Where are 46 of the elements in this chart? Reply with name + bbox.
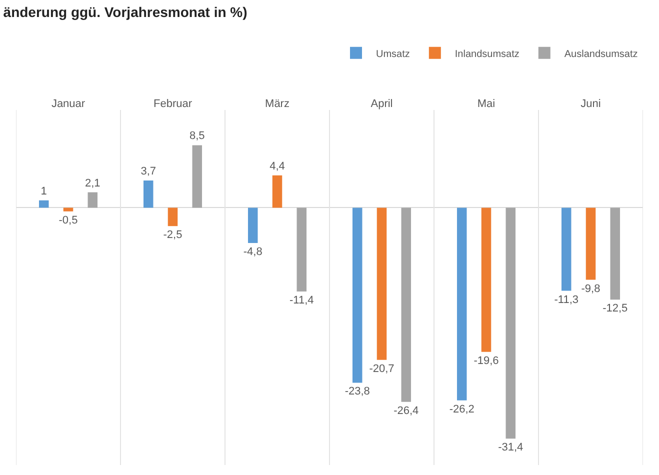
bar [143, 180, 154, 208]
bar [38, 200, 49, 208]
legend-label: Umsatz [376, 48, 410, 60]
legend-label: Auslandsumsatz [564, 48, 638, 60]
data-label: 3,7 [140, 166, 156, 178]
bar [586, 208, 596, 280]
bar [296, 208, 307, 292]
data-label: 8,5 [189, 130, 205, 142]
bar [610, 208, 620, 300]
data-label: -9,8 [581, 282, 600, 295]
bar [481, 208, 492, 352]
x-tick-label: Juni [580, 98, 601, 110]
data-label: -26,4 [394, 404, 419, 417]
bar [561, 208, 572, 291]
data-label: -26,2 [449, 403, 474, 416]
chart-title: änderung ggü. Vorjahresmonat in %) [3, 4, 248, 20]
bar [192, 145, 202, 208]
x-tick-label: März [265, 98, 290, 110]
data-label: -19,6 [474, 354, 499, 367]
x-tick-label: Februar [153, 98, 192, 110]
data-label: 2,1 [84, 177, 100, 190]
data-label: 1 [40, 185, 47, 198]
data-label: -4,8 [243, 246, 262, 258]
bar [168, 208, 178, 226]
bar [88, 192, 98, 208]
data-label: 4,4 [270, 160, 285, 172]
data-label: -20,7 [369, 362, 394, 375]
x-tick-label: Mai [477, 98, 496, 110]
legend-label: Inlandsumsatz [454, 48, 520, 60]
bar [401, 208, 412, 402]
bar [506, 208, 516, 439]
bar [456, 208, 467, 400]
bar [63, 208, 74, 212]
x-tick-label: April [370, 98, 393, 110]
data-label: -23,8 [344, 386, 370, 398]
data-label: -31,4 [498, 442, 524, 454]
data-label: -12,5 [602, 302, 628, 315]
data-label: -11,4 [290, 294, 314, 307]
bar [352, 208, 362, 383]
x-tick-label: Januar [51, 98, 86, 110]
bar [248, 208, 258, 243]
data-label: -2,5 [163, 229, 182, 242]
bar [376, 208, 387, 360]
data-label: -11,3 [554, 294, 578, 306]
bar [272, 175, 282, 208]
data-label: -0,5 [58, 214, 78, 226]
